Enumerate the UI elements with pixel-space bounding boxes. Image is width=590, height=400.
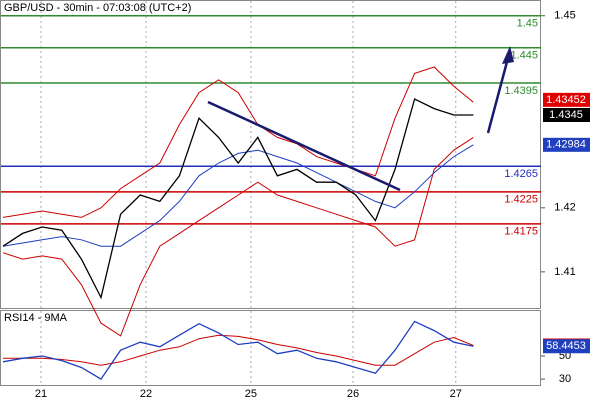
price-frame [0,0,541,309]
price-box [543,92,590,107]
x-tick-label: 27 [450,388,462,400]
price-box [543,137,590,152]
trend-line [207,100,401,192]
level-label: 1.4225 [504,194,538,206]
series-line [2,136,474,337]
series-line [2,98,474,300]
chart-title: GBP/USD - 30min - 07:03:08 (UTC+2) [4,2,191,14]
x-tick-label: 26 [347,388,359,400]
x-tick-label: 25 [245,388,257,400]
forecast-arrow [486,57,510,134]
x-tick-label: 21 [35,388,47,400]
y-tick-label: 1.41 [554,266,575,278]
series-line [2,320,474,380]
series-line [2,144,474,247]
price-box-label: 1.42984 [546,139,586,151]
level-label: 1.45 [517,18,538,30]
y-tick-label: 1.45 [554,10,575,22]
series-line [2,66,474,218]
rsi-title: RSI14 - 9MA [4,312,68,324]
level-label: 1.4175 [504,226,538,238]
price-box [543,339,590,354]
level-label: 1.4395 [504,85,538,97]
level-label: 1.4265 [504,168,538,180]
price-box-label: 1.43452 [546,94,586,106]
x-tick-label: 22 [140,388,152,400]
series-line [3,334,474,366]
y-tick-label: 30 [559,373,571,385]
arrow-head [502,46,514,64]
y-tick-label: 1.42 [554,202,575,214]
level-label: 1.445 [510,50,538,62]
price-box-label: 58.4453 [546,340,586,352]
price-box-label: 1.4345 [549,109,583,121]
rsi-frame [0,310,541,386]
price-box [543,107,590,122]
